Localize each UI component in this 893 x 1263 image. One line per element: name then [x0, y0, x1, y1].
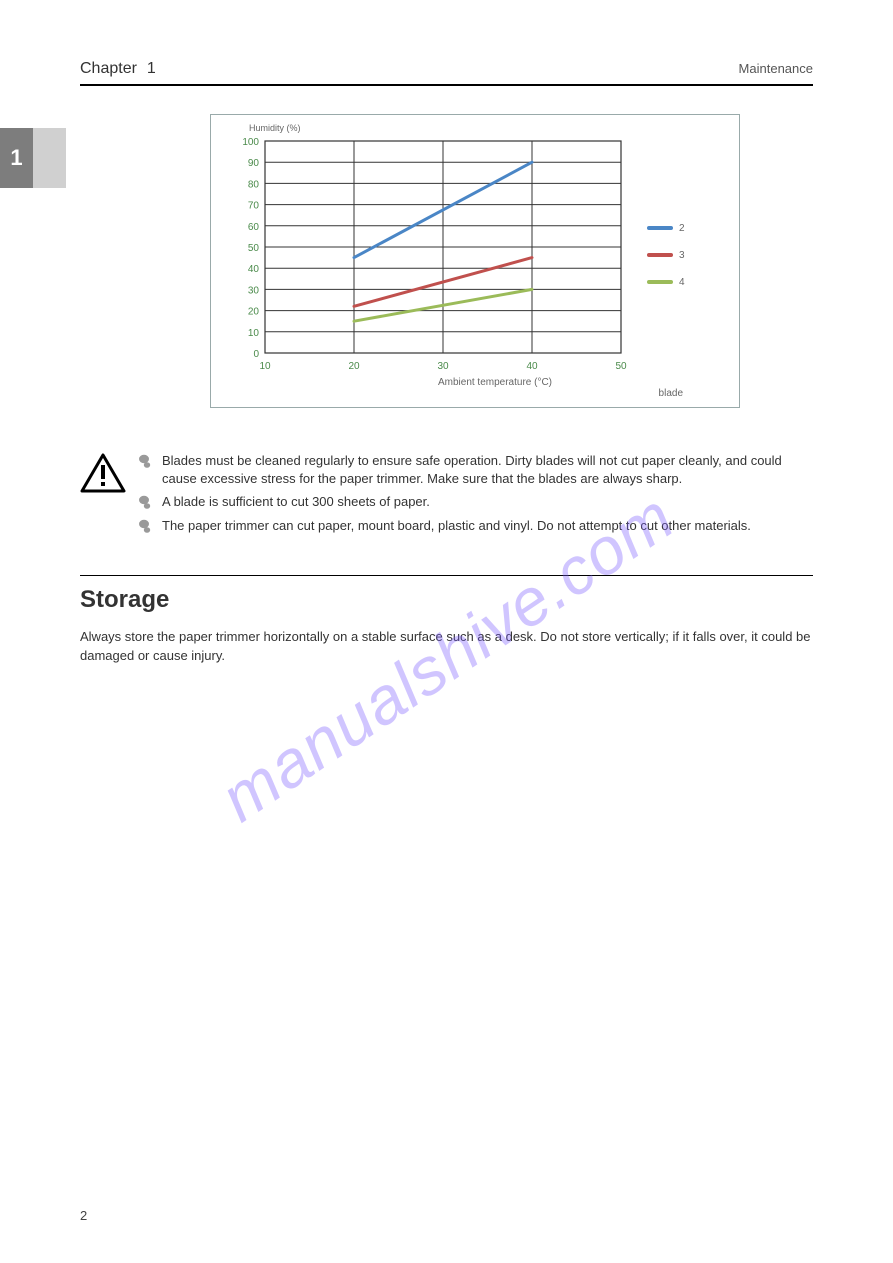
- svg-text:50: 50: [248, 243, 260, 254]
- legend-item: 2: [647, 223, 685, 234]
- humidity-chart: 01020304050607080901001020304050: [221, 135, 631, 375]
- chapter-label: Chapter: [80, 60, 137, 78]
- chart-x-axis-label: Ambient temperature (°C): [221, 377, 729, 388]
- legend-swatch: [647, 226, 673, 230]
- side-tab-light: [33, 128, 66, 188]
- svg-text:10: 10: [248, 328, 260, 339]
- page-header: Chapter 1 Maintenance: [80, 60, 813, 86]
- legend-item: 4: [647, 277, 685, 288]
- svg-text:80: 80: [248, 179, 260, 190]
- svg-text:0: 0: [253, 349, 259, 360]
- svg-text:20: 20: [248, 307, 260, 318]
- bullet-text: Blades must be cleaned regularly to ensu…: [162, 452, 813, 487]
- header-section-title: Maintenance: [739, 61, 813, 76]
- chart-blade-label: blade: [221, 388, 729, 399]
- svg-text:20: 20: [348, 361, 360, 372]
- caution-bullet-list: Blades must be cleaned regularly to ensu…: [138, 452, 813, 541]
- caution-bullet: Blades must be cleaned regularly to ensu…: [138, 452, 813, 487]
- chapter-number: 1: [147, 60, 156, 78]
- side-tab: 1: [0, 128, 66, 188]
- svg-text:70: 70: [248, 201, 260, 212]
- svg-text:60: 60: [248, 222, 260, 233]
- svg-text:30: 30: [437, 361, 449, 372]
- chapter-left: Chapter 1: [80, 60, 156, 78]
- legend-label: 3: [679, 250, 685, 261]
- legend-swatch: [647, 280, 673, 284]
- caution-icon: [80, 452, 126, 494]
- svg-text:90: 90: [248, 158, 260, 169]
- svg-text:40: 40: [248, 264, 260, 275]
- bullet-text: A blade is sufficient to cut 300 sheets …: [162, 493, 430, 511]
- caution-bullet: A blade is sufficient to cut 300 sheets …: [138, 493, 813, 511]
- caution-bullet: The paper trimmer can cut paper, mount b…: [138, 517, 813, 535]
- humidity-chart-panel: Humidity (%) 010203040506070809010010203…: [210, 114, 740, 408]
- svg-text:100: 100: [242, 137, 259, 148]
- legend-label: 4: [679, 277, 685, 288]
- legend-swatch: [647, 253, 673, 257]
- section-body-storage: Always store the paper trimmer horizonta…: [80, 628, 813, 666]
- page-number: 2: [80, 1208, 87, 1223]
- chart-y-axis-label: Humidity (%): [221, 123, 729, 133]
- legend-label: 2: [679, 223, 685, 234]
- chart-legend: 2 3 4: [641, 135, 685, 375]
- svg-text:30: 30: [248, 285, 260, 296]
- caution-block: Blades must be cleaned regularly to ensu…: [80, 452, 813, 541]
- svg-text:50: 50: [615, 361, 627, 372]
- legend-item: 3: [647, 250, 685, 261]
- section-title-storage: Storage: [80, 586, 813, 614]
- svg-text:40: 40: [526, 361, 538, 372]
- bullet-text: The paper trimmer can cut paper, mount b…: [162, 517, 751, 535]
- section-rule: [80, 575, 813, 576]
- bullet-icon: [138, 454, 152, 470]
- bullet-icon: [138, 495, 152, 511]
- side-tab-number: 1: [0, 128, 33, 188]
- bullet-icon: [138, 519, 152, 535]
- svg-text:10: 10: [259, 361, 271, 372]
